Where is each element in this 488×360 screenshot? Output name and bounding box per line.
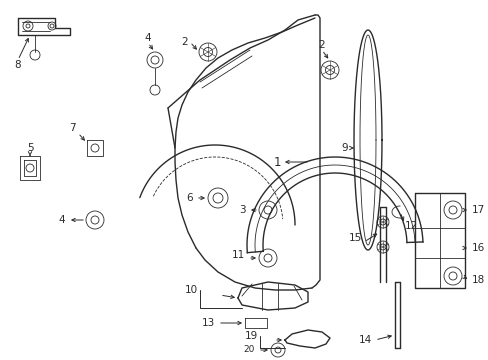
Text: 11: 11 xyxy=(231,250,244,260)
Text: 8: 8 xyxy=(15,60,21,70)
Text: 17: 17 xyxy=(471,205,484,215)
Text: 15: 15 xyxy=(348,233,361,243)
Text: 5: 5 xyxy=(27,143,33,153)
Text: 2: 2 xyxy=(318,40,325,50)
Text: 4: 4 xyxy=(144,33,151,43)
Text: 16: 16 xyxy=(471,243,484,253)
Text: 2: 2 xyxy=(182,37,188,47)
Text: 7: 7 xyxy=(68,123,75,133)
Text: 6: 6 xyxy=(186,193,193,203)
Text: 19: 19 xyxy=(244,331,258,341)
Text: 3: 3 xyxy=(238,205,245,215)
Text: 18: 18 xyxy=(471,275,484,285)
Text: 13: 13 xyxy=(202,318,215,328)
Text: 10: 10 xyxy=(184,285,198,295)
Text: 20: 20 xyxy=(243,346,254,355)
Text: 12: 12 xyxy=(404,221,417,231)
Text: 14: 14 xyxy=(358,335,371,345)
Text: 9: 9 xyxy=(341,143,347,153)
Text: 1: 1 xyxy=(273,156,280,168)
Text: 4: 4 xyxy=(59,215,65,225)
